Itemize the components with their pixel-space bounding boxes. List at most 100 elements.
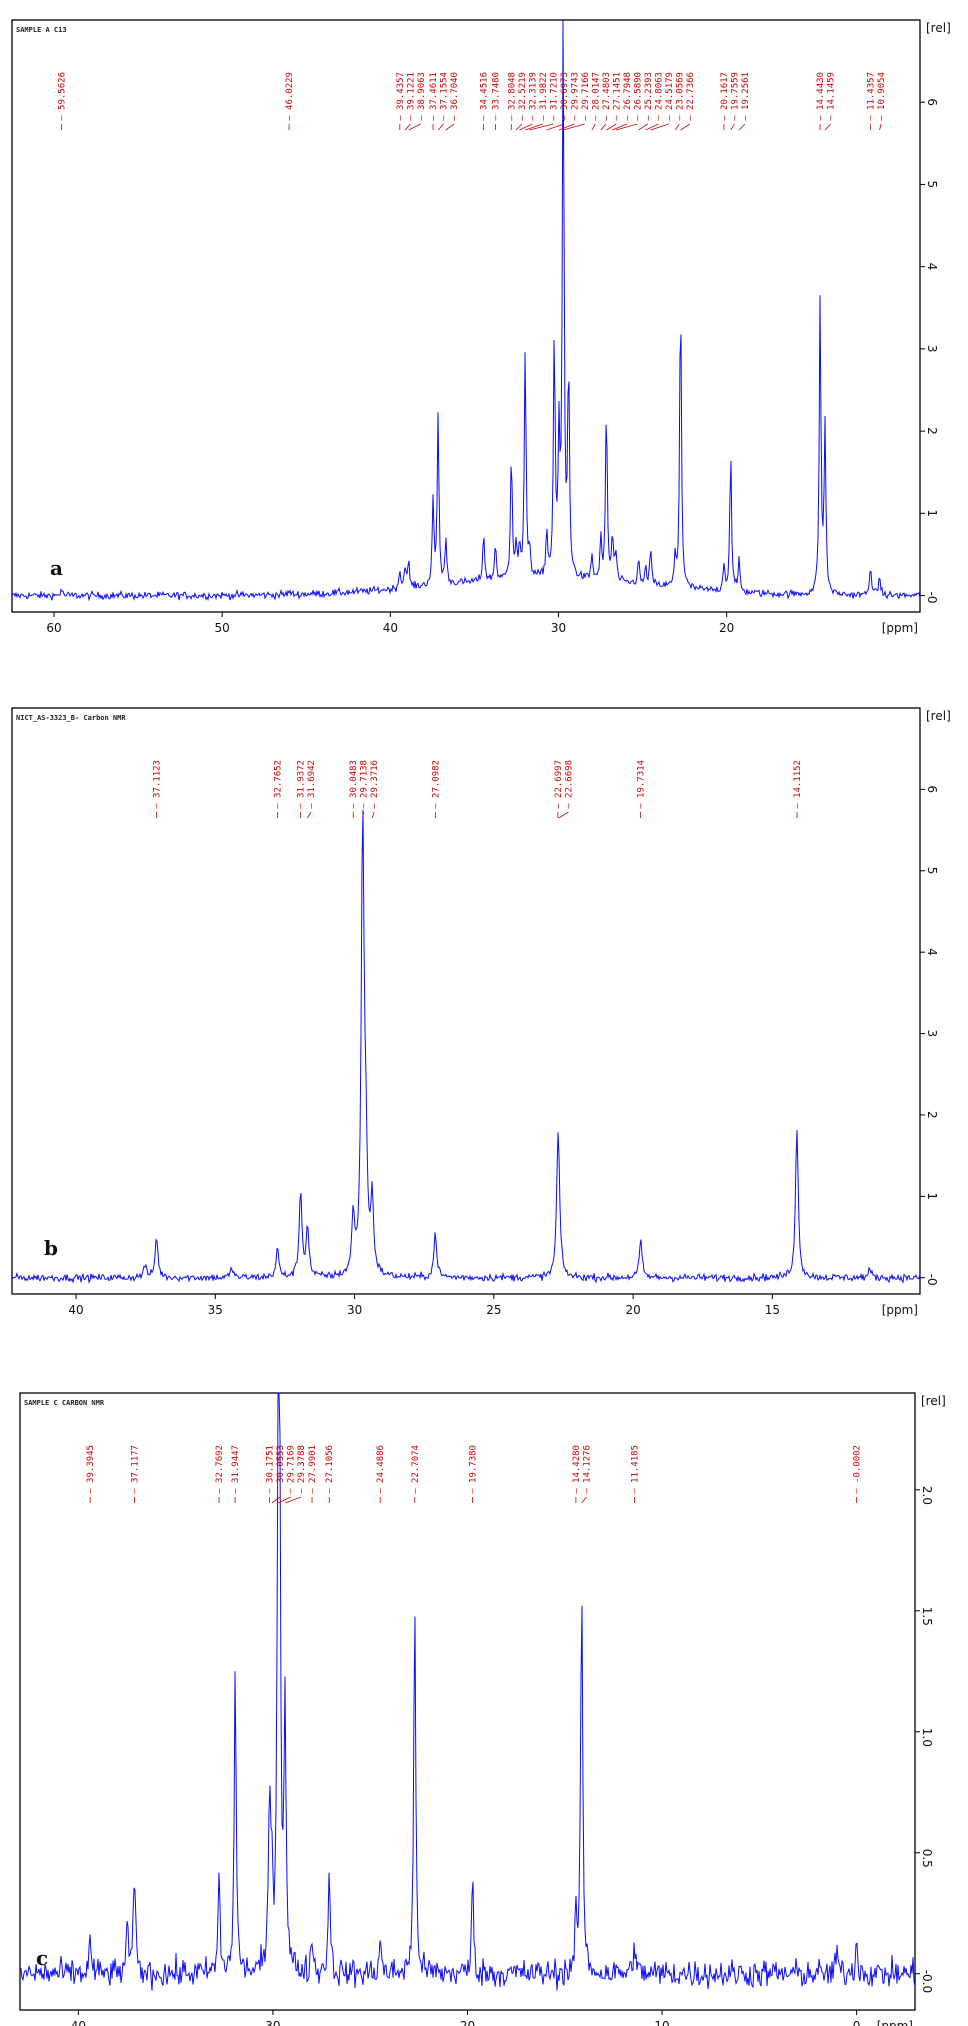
x-tick-label: 60 bbox=[46, 621, 61, 635]
peak-label-leader bbox=[581, 1496, 587, 1504]
x-tick-label: 15 bbox=[765, 1303, 780, 1317]
peak-label-leader bbox=[558, 123, 575, 131]
peak-label: — 32.8048 bbox=[507, 72, 517, 121]
peak-label: — 29.9743 bbox=[570, 72, 580, 121]
peak-label-leader bbox=[525, 123, 543, 131]
panel-letter: b bbox=[44, 1236, 58, 1260]
peak-label-leader bbox=[307, 811, 312, 819]
y-tick-label: 4 bbox=[925, 948, 939, 956]
peak-label: — -0.0002 bbox=[853, 1445, 863, 1494]
peak-label: — 36.7040 bbox=[450, 72, 460, 121]
peak-label: — 11.4357 bbox=[867, 72, 877, 121]
peak-label: — 37.1177 bbox=[130, 1445, 140, 1494]
y-tick-label: 6 bbox=[925, 785, 939, 793]
peak-label: — 24.5179 bbox=[665, 72, 675, 121]
peak-label: — 14.1152 bbox=[793, 760, 803, 809]
y-axis-unit: [rel] bbox=[926, 709, 951, 723]
peak-label-leader bbox=[730, 123, 735, 131]
peak-label: — 29.3716 bbox=[370, 760, 380, 809]
peak-label: — 34.4516 bbox=[480, 72, 490, 121]
y-tick-label: 6 bbox=[925, 98, 939, 106]
peak-label-leader bbox=[404, 123, 411, 131]
y-axis-unit: [rel] bbox=[926, 21, 951, 35]
peak-label: — 30.6973 bbox=[560, 72, 570, 121]
peak-label: — 24.4886 bbox=[376, 1445, 386, 1494]
y-tick-label: 3 bbox=[925, 1030, 939, 1038]
spectrum-trace bbox=[11, 809, 921, 1284]
peak-label: — 25.2393 bbox=[644, 72, 654, 121]
peak-label: — 10.9054 bbox=[877, 72, 887, 121]
y-tick-label: 2 bbox=[925, 427, 939, 435]
y-tick-label: -0 bbox=[925, 1274, 939, 1286]
x-tick-label: 20 bbox=[460, 2019, 475, 2026]
peak-label: — 26.5890 bbox=[633, 72, 643, 121]
peak-label: — 38.9063 bbox=[417, 72, 427, 121]
x-tick-label: 20 bbox=[719, 621, 734, 635]
y-tick-label: 5 bbox=[925, 180, 939, 188]
peak-label-leader bbox=[612, 123, 627, 131]
peak-label-leader bbox=[558, 811, 569, 819]
panel-letter: c bbox=[36, 1946, 48, 1970]
peak-label: — 19.2561 bbox=[741, 72, 751, 121]
peak-label: — 32.7692 bbox=[215, 1445, 225, 1494]
peak-label-leader bbox=[529, 123, 554, 131]
peak-label-leader bbox=[824, 123, 831, 131]
peak-label: — 31.6942 bbox=[307, 760, 317, 809]
plot-frame bbox=[11, 707, 921, 1295]
peak-label-leader bbox=[591, 123, 596, 131]
x-tick-label: 40 bbox=[383, 621, 398, 635]
peak-label-leader bbox=[600, 123, 607, 131]
peak-label-leader bbox=[515, 123, 523, 131]
y-axis-unit: [rel] bbox=[921, 1394, 946, 1408]
peak-label: — 11.4185 bbox=[630, 1445, 640, 1494]
peak-label: — 14.4430 bbox=[816, 72, 826, 121]
y-tick-label: 1 bbox=[925, 1192, 939, 1200]
peak-label: — 20.1617 bbox=[720, 72, 730, 121]
peak-label-leader bbox=[680, 123, 691, 131]
panel-letter: a bbox=[50, 556, 63, 580]
y-tick-label: -0.0 bbox=[920, 1970, 934, 1993]
spectrum-title: SAMPLE A C13 bbox=[16, 26, 67, 34]
panel-b: NICT_AS-3323_B- Carbon NMR [rel] -0 1 2 3 4 5 6 4… bbox=[11, 707, 951, 1317]
y-tick-label: 4 bbox=[925, 263, 939, 271]
peak-label-leader bbox=[879, 123, 882, 131]
y-tick-label: 0.5 bbox=[920, 1849, 934, 1868]
y-tick-label: 2 bbox=[925, 1111, 939, 1119]
peak-label-leader bbox=[615, 123, 638, 131]
y-tick-label: 2.0 bbox=[920, 1486, 934, 1505]
peak-label: — 39.3945 bbox=[86, 1445, 96, 1494]
peak-label-leader bbox=[437, 123, 444, 131]
x-tick-label: 20 bbox=[625, 1303, 640, 1317]
peak-label: — 19.7559 bbox=[730, 72, 740, 121]
y-tick-label: 1.0 bbox=[920, 1728, 934, 1747]
peak-label-leader bbox=[606, 123, 617, 131]
y-tick-label: 1.5 bbox=[920, 1607, 934, 1626]
peak-label: — 31.9447 bbox=[231, 1445, 241, 1494]
x-tick-label: 35 bbox=[208, 1303, 223, 1317]
spectrum-trace bbox=[19, 1392, 916, 1991]
plot-frame bbox=[11, 19, 921, 613]
peak-label-leader bbox=[738, 123, 746, 131]
x-tick-label: 40 bbox=[68, 1303, 83, 1317]
peak-label: — 31.7210 bbox=[549, 72, 559, 121]
peak-label: — 27.9901 bbox=[308, 1445, 318, 1494]
peak-label: — 27.1056 bbox=[325, 1445, 335, 1494]
peak-label: — 32.7652 bbox=[274, 760, 284, 809]
peak-label: — 32.3139 bbox=[528, 72, 538, 121]
peak-label: — 39.1221 bbox=[406, 72, 416, 121]
peak-label: — 22.7074 bbox=[411, 1445, 421, 1494]
peak-label: — 37.4611 bbox=[429, 72, 439, 121]
peak-label: — 32.5219 bbox=[518, 72, 528, 121]
peak-label: — 30.0553 bbox=[276, 1445, 286, 1494]
peak-label-leader bbox=[519, 123, 533, 131]
peak-label: — 29.7169 bbox=[287, 1445, 297, 1494]
peak-label-leader bbox=[650, 123, 669, 131]
y-tick-label: 5 bbox=[925, 867, 939, 875]
peak-label: — 30.0483 bbox=[349, 760, 359, 809]
peak-label-leader bbox=[278, 1496, 291, 1504]
peak-label: — 19.7314 bbox=[637, 760, 647, 809]
peak-label: — 22.6997 bbox=[554, 760, 564, 809]
peak-label: — 27.0982 bbox=[431, 760, 441, 809]
spectrum-trace bbox=[11, 19, 921, 602]
peak-label-leader bbox=[284, 1496, 302, 1504]
